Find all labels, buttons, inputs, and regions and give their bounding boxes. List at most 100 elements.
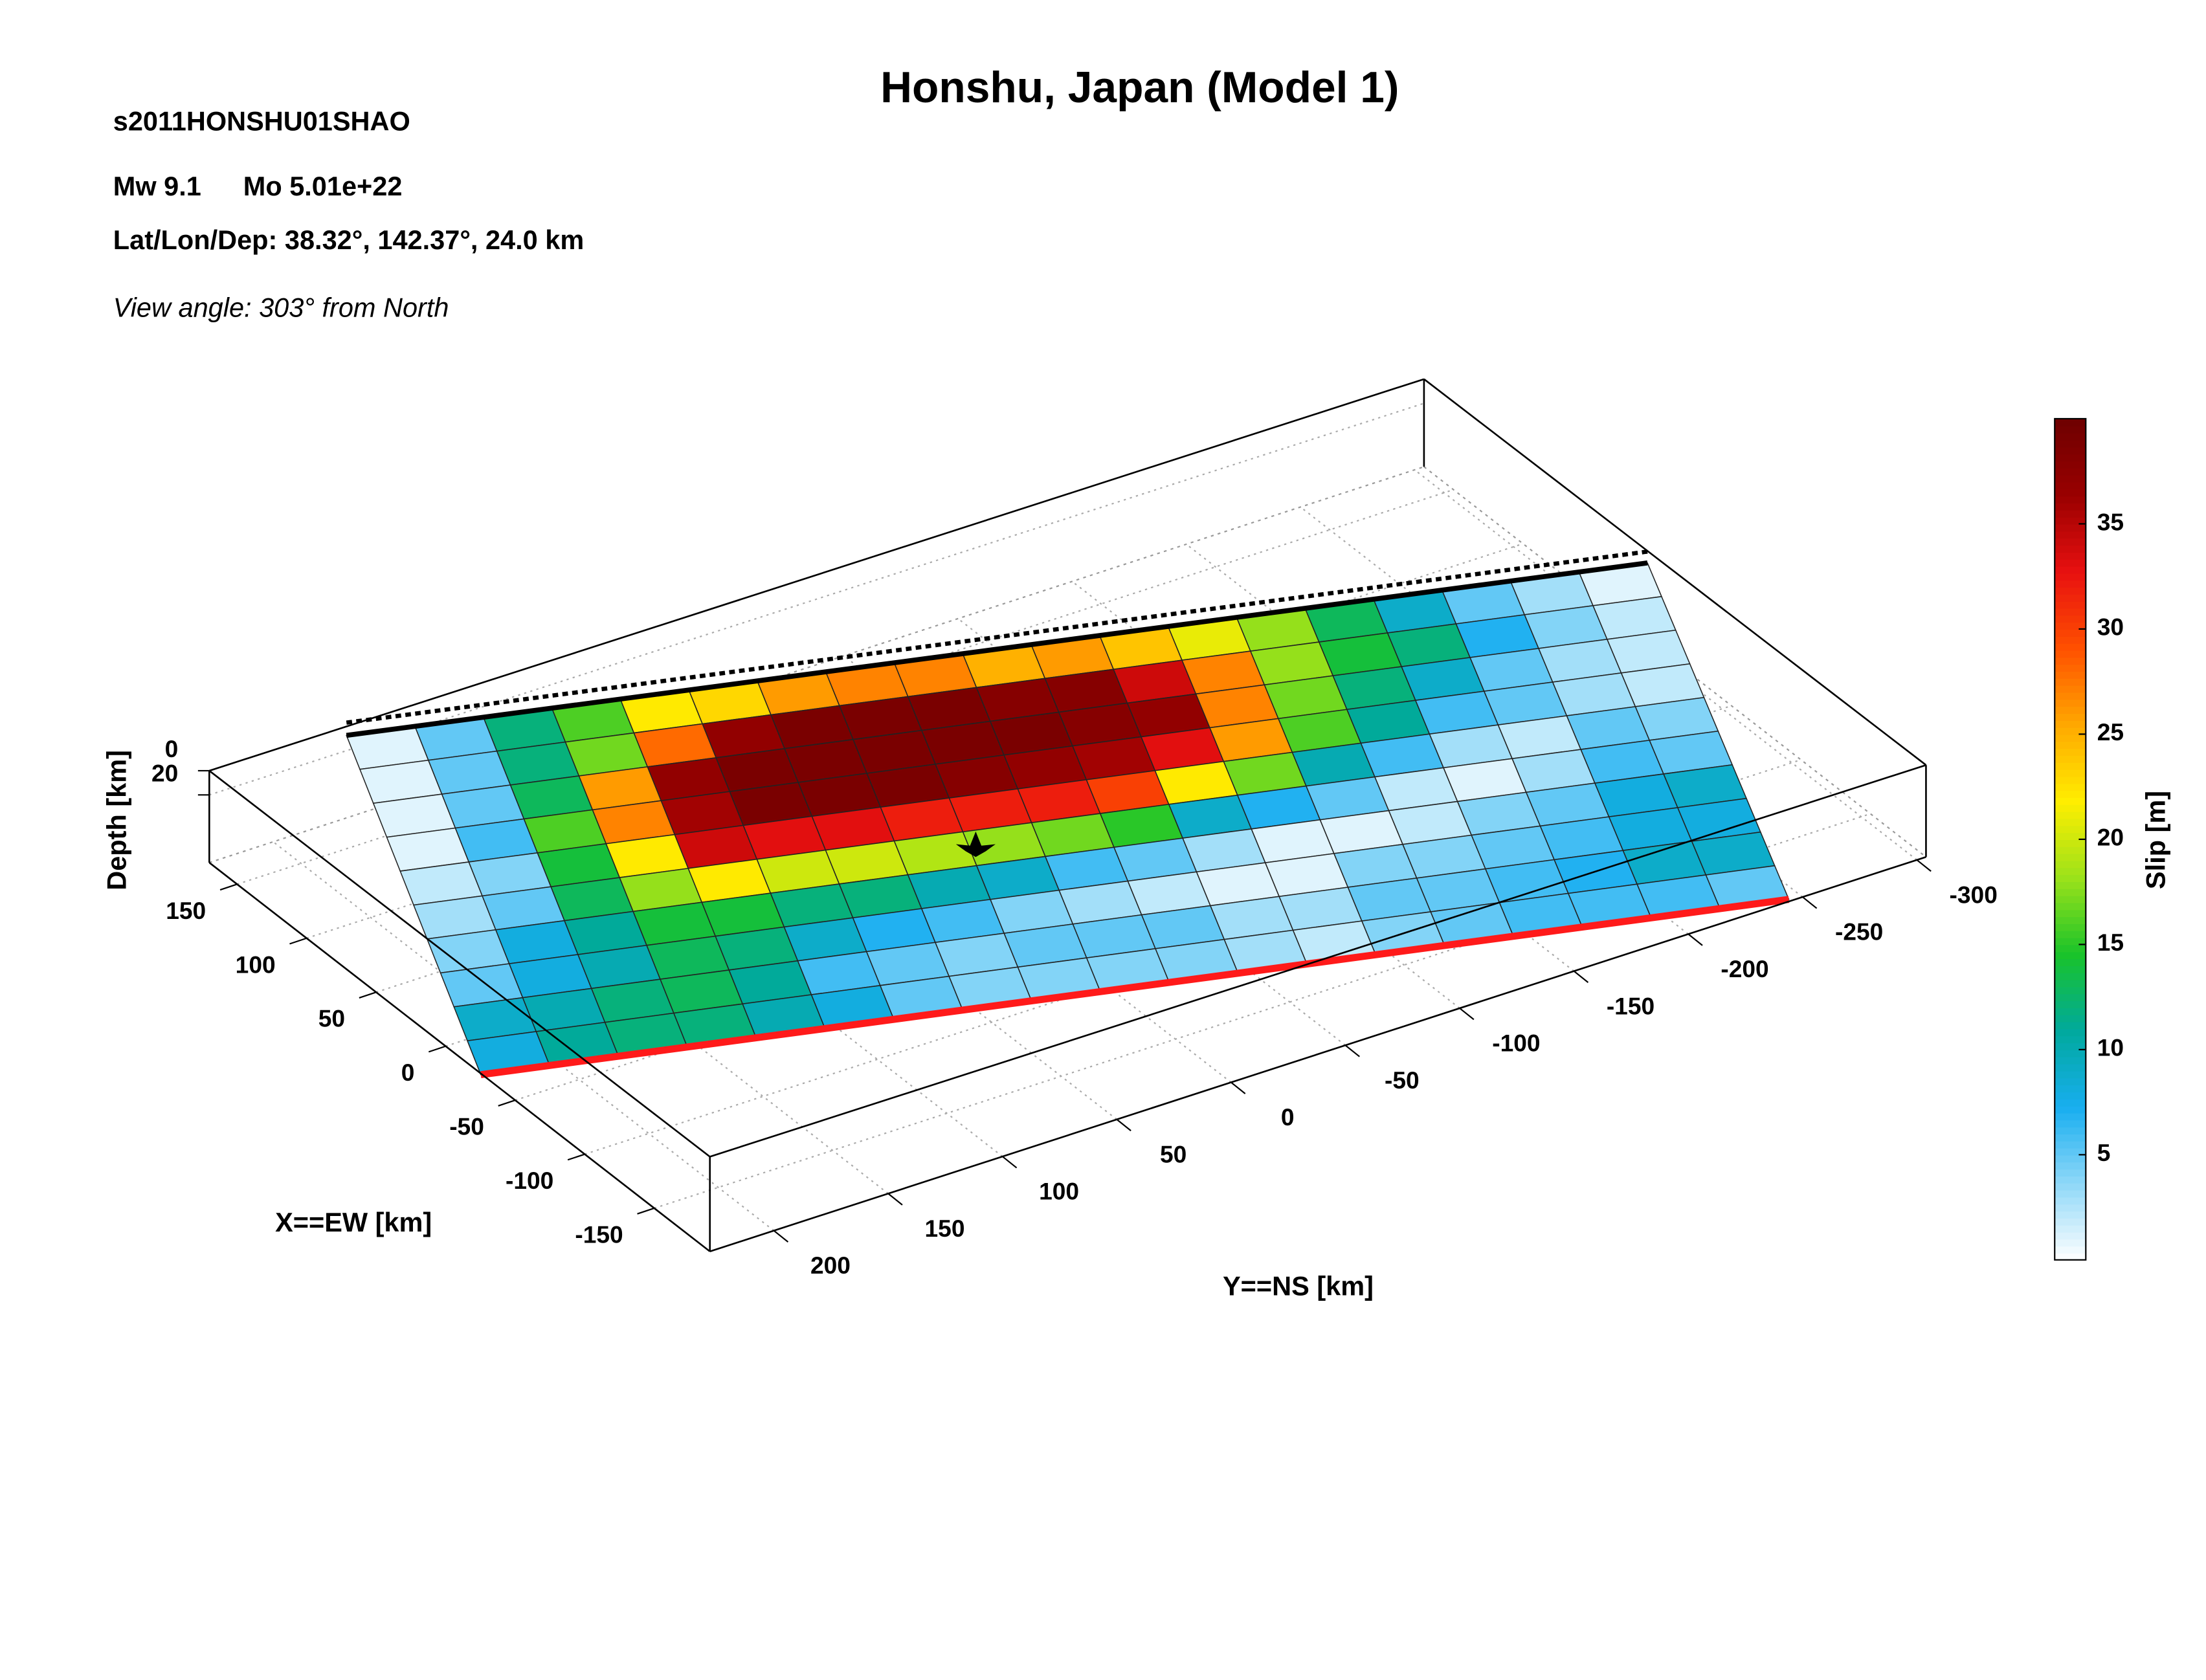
z-axis-label: Depth [km] — [101, 750, 131, 890]
x-tick-label: 150 — [166, 897, 206, 924]
x-tick — [219, 883, 238, 891]
colorbar-step — [2055, 797, 2086, 805]
moment: Mo 5.01e+22 — [243, 171, 403, 201]
colorbar-step — [2055, 1078, 2086, 1086]
box-edge — [208, 769, 711, 1158]
colorbar-step — [2055, 853, 2086, 861]
colorbar-step — [2055, 509, 2086, 518]
grid-line — [1416, 470, 1917, 861]
y-tick-label: 100 — [1039, 1178, 1079, 1205]
colorbar-step — [2055, 769, 2086, 777]
event-id: s2011HONSHU01SHAO — [113, 105, 410, 136]
colorbar-step — [2055, 1091, 2086, 1100]
colorbar-step — [2055, 643, 2086, 651]
y-tick-label: -250 — [1835, 918, 1883, 945]
colorbar-step — [2055, 720, 2086, 728]
colorbar-step — [2055, 895, 2086, 903]
colorbar-step — [2055, 531, 2086, 539]
location: Lat/Lon/Dep: 38.32°, 142.37°, 24.0 km — [113, 225, 585, 255]
colorbar-step — [2055, 650, 2086, 658]
colorbar-step — [2055, 839, 2086, 847]
colorbar-step — [2055, 1239, 2086, 1247]
colorbar-step — [2055, 1007, 2086, 1015]
y-tick-label: -100 — [1492, 1030, 1540, 1057]
x-axis-label: X==EW [km] — [275, 1207, 432, 1237]
colorbar-step — [2055, 713, 2086, 721]
colorbar-step — [2055, 825, 2086, 834]
colorbar-step — [2055, 734, 2086, 742]
colorbar-step — [2055, 699, 2086, 707]
y-axis-label: Y==NS [km] — [1223, 1270, 1374, 1301]
box-edge — [1423, 378, 1927, 766]
colorbar-step — [2055, 776, 2086, 784]
view-angle: View angle: 303° from North — [113, 293, 449, 323]
colorbar-step — [2055, 1105, 2086, 1114]
grid-line — [208, 403, 1425, 796]
colorbar-label: Slip [m] — [2141, 791, 2171, 889]
colorbar-step — [2055, 888, 2086, 896]
colorbar-step — [2055, 937, 2086, 945]
colorbar-step — [2055, 1182, 2086, 1191]
colorbar-step — [2055, 818, 2086, 826]
y-tick — [887, 1193, 903, 1206]
x-tick-label: -100 — [506, 1167, 553, 1194]
colorbar-step — [2055, 1035, 2086, 1044]
colorbar-step — [2055, 706, 2086, 714]
magnitude: Mw 9.1 — [113, 171, 201, 201]
colorbar-step — [2055, 965, 2086, 973]
colorbar-step — [2055, 566, 2086, 574]
colorbar-step — [2055, 439, 2086, 448]
y-tick — [1688, 933, 1703, 946]
colorbar-step — [2055, 1204, 2086, 1212]
colorbar-step — [2055, 1028, 2086, 1037]
grid-line — [273, 841, 775, 1232]
fault-top-edge — [346, 560, 1648, 738]
colorbar-step — [2055, 881, 2086, 889]
colorbar-step — [2055, 1217, 2086, 1226]
colorbar-step — [2055, 447, 2086, 455]
colorbar-step — [2055, 608, 2086, 616]
colorbar-step — [2055, 1140, 2086, 1149]
y-tick — [1916, 859, 1932, 872]
colorbar-step — [2055, 657, 2086, 665]
y-tick — [773, 1230, 789, 1243]
colorbar-tick-label: 25 — [2097, 718, 2124, 746]
x-tick-label: -150 — [575, 1221, 623, 1248]
y-tick-label: 0 — [1281, 1103, 1295, 1131]
colorbar-step — [2055, 979, 2086, 988]
y-tick — [1002, 1156, 1018, 1169]
colorbar-step — [2055, 762, 2086, 770]
colorbar-step — [2055, 1021, 2086, 1030]
y-tick — [1231, 1081, 1246, 1094]
x-tick — [567, 1153, 585, 1161]
colorbar-step — [2055, 916, 2086, 924]
colorbar-step — [2055, 1147, 2086, 1156]
colorbar-step — [2055, 538, 2086, 546]
colorbar-step — [2055, 601, 2086, 609]
colorbar-step — [2055, 874, 2086, 882]
colorbar-step — [2055, 685, 2086, 693]
colorbar-step — [2055, 622, 2086, 630]
colorbar-step — [2055, 558, 2086, 567]
colorbar-step — [2055, 678, 2086, 686]
colorbar-step — [2055, 474, 2086, 483]
y-tick-label: -50 — [1385, 1067, 1420, 1094]
colorbar-step — [2055, 481, 2086, 490]
colorbar-step — [2055, 489, 2086, 497]
x-tick-label: 50 — [318, 1005, 345, 1032]
colorbar-step — [2055, 846, 2086, 854]
colorbar-step — [2055, 664, 2086, 672]
colorbar-step — [2055, 1224, 2086, 1233]
fault-plane — [346, 562, 1790, 1076]
colorbar-step — [2055, 1133, 2086, 1142]
x-tick — [359, 991, 377, 999]
colorbar-step — [2055, 1120, 2086, 1128]
colorbar-step — [2055, 551, 2086, 560]
colorbar-step — [2055, 516, 2086, 525]
colorbar-step — [2055, 670, 2086, 679]
colorbar-tick-label: 10 — [2097, 1034, 2124, 1061]
colorbar-step — [2055, 1162, 2086, 1170]
trench-line — [346, 549, 1648, 725]
z-tick-label: 0 — [165, 735, 179, 762]
